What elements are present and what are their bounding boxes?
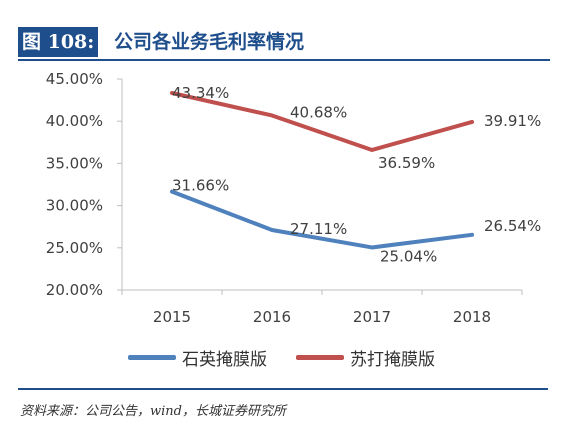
- legend-label-quartz: 石英掩膜版: [182, 349, 267, 370]
- legend-item-quartz: 石英掩膜版: [128, 345, 267, 370]
- figure-title-bar: 图 108: 公司各业务毛利率情况: [18, 27, 550, 61]
- data-label: 26.54%: [484, 217, 541, 235]
- data-label: 36.59%: [378, 154, 435, 172]
- y-tick-label: 40.00%: [46, 112, 103, 130]
- chart-title: 公司各业务毛利率情况: [114, 31, 305, 53]
- data-labels: 31.66% 27.11% 25.04% 26.54% 43.34% 40.68% 36.5…: [172, 84, 541, 265]
- y-tick-label: 30.00%: [46, 197, 103, 215]
- data-label: 27.11%: [290, 220, 347, 238]
- data-label: 31.66%: [172, 177, 229, 195]
- y-axis: 20.00% 25.00% 30.00% 35.00% 40.00% 45.00%: [46, 70, 123, 299]
- x-tick-label: 2017: [353, 308, 391, 326]
- y-tick-label: 25.00%: [46, 239, 103, 257]
- legend-item-soda: 苏打掩膜版: [296, 345, 435, 370]
- y-tick-label: 20.00%: [46, 281, 103, 299]
- data-label: 25.04%: [380, 247, 437, 265]
- series-line-1: [170, 91, 474, 152]
- legend-swatch-soda: [296, 354, 344, 360]
- figure-label: 图 108:: [18, 27, 99, 57]
- y-tick-label: 45.00%: [46, 70, 103, 88]
- data-label: 40.68%: [290, 103, 347, 121]
- source-divider: [18, 388, 548, 390]
- legend-label-soda: 苏打掩膜版: [350, 349, 435, 370]
- series-line-0: [170, 189, 474, 250]
- x-tick-label: 2015: [153, 308, 191, 326]
- legend-swatch-quartz: [128, 354, 176, 360]
- x-tick-label: 2016: [253, 308, 291, 326]
- y-tick-label: 35.00%: [46, 154, 103, 172]
- data-label: 43.34%: [172, 84, 229, 102]
- chart-legend: 石英掩膜版 苏打掩膜版: [0, 345, 572, 370]
- data-label: 39.91%: [484, 112, 541, 130]
- series-layer: [170, 91, 474, 250]
- source-note: 资料来源：公司公告，wind，长城证券研究所: [20, 404, 286, 419]
- x-axis: 2015 2016 2017 2018: [121, 289, 523, 326]
- x-tick-label: 2018: [453, 308, 491, 326]
